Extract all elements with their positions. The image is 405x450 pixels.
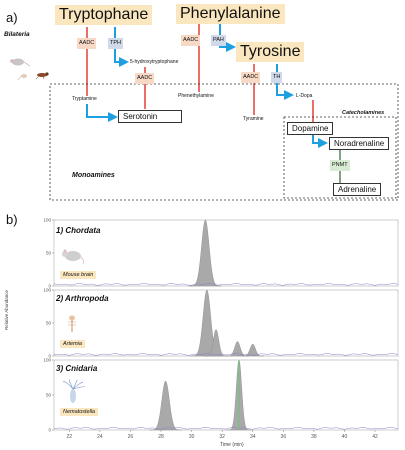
x-tick-label: 28: [158, 434, 164, 440]
chromatogram-peak: [204, 329, 228, 357]
plot-frame: [53, 359, 399, 431]
compound-tyrosine: Tyrosine: [236, 42, 305, 62]
subpanel-title-arthropoda: 2) Arthropoda: [56, 294, 109, 303]
y-tick-label: 50: [46, 251, 52, 256]
organism-label-nematostella: Nematostella: [60, 408, 99, 416]
chart-ylabel: Relative Abundance: [4, 289, 9, 330]
y-tick-label: 0: [48, 428, 51, 433]
panel-b-label: b): [6, 212, 18, 227]
x-tick-label: 32: [219, 434, 225, 440]
enzyme-aadc-tyrosine: AADC: [241, 72, 261, 83]
x-tick-label: 38: [311, 434, 317, 440]
y-tick-label: 100: [43, 358, 51, 363]
x-tick-label: 36: [281, 434, 287, 440]
x-tick-label: 42: [372, 434, 378, 440]
enzyme-pah: PAH: [211, 35, 226, 46]
enzyme-aadc-5htp: AADC: [135, 73, 155, 84]
compound-tryptophane: Tryptophane: [55, 5, 153, 25]
panel-a-label: a): [6, 10, 18, 25]
x-tick-label: 34: [250, 434, 256, 440]
compound-phenylalanine: Phenylalanine: [176, 4, 285, 24]
subpanel-title-cnidaria: 3) Cnidaria: [56, 364, 98, 373]
y-tick-label: 0: [48, 284, 51, 289]
enzyme-tph: TPH: [108, 38, 123, 49]
chromatogram-peak: [241, 343, 265, 357]
intermediate-l-dopa: L-Dopa: [296, 93, 313, 99]
baseline-trace: [53, 426, 399, 430]
x-tick-label: 26: [128, 434, 134, 440]
enzyme-th: TH: [271, 72, 283, 83]
artemia-illustration: [68, 315, 76, 332]
organism-label-mouse-brain: Mouse brain: [60, 271, 97, 279]
intermediate-tryptamine: Tryptamine: [72, 96, 97, 102]
x-tick-label: 40: [342, 434, 348, 440]
baseline-trace: [53, 353, 399, 356]
enzyme-pnmt: PNMT: [330, 160, 350, 171]
chromatogram-peak: [189, 219, 222, 287]
product-dopamine: Dopamine: [287, 122, 334, 135]
y-tick-label: 50: [46, 393, 52, 398]
y-tick-label: 0: [48, 354, 51, 359]
y-tick-label: 100: [43, 288, 51, 293]
enzyme-aadc-phenylalanine: AADC: [181, 35, 201, 46]
intermediate-5-hydroxytryptophane: 5-hydroxytryptophane: [130, 59, 179, 65]
y-tick-label: 100: [43, 218, 51, 223]
product-adrenaline: Adrenaline: [333, 183, 382, 196]
group-label-monoamines: Monoamines: [72, 172, 115, 179]
x-tick-label: 30: [189, 434, 195, 440]
group-label-bilateria: Bilateria: [4, 31, 30, 38]
organism-label-artemia: Artemia: [60, 340, 85, 348]
x-tick-label: 22: [67, 434, 73, 440]
subpanel-title-chordata: 1) Chordata: [56, 226, 101, 235]
nematostella-illustration: [62, 379, 86, 403]
group-label-catecholamines: Catecholamines: [342, 110, 385, 116]
chromatogram-peak: [149, 380, 182, 431]
y-tick-label: 50: [46, 321, 52, 326]
bilateria-animals-illustration: [10, 58, 49, 81]
x-tick-label: 24: [97, 434, 103, 440]
intermediate-tyramine: Tyramine: [243, 116, 264, 122]
product-serotonin: Serotonin: [118, 110, 182, 123]
baseline-trace: [53, 283, 399, 286]
pathway-connectors: [49, 24, 399, 201]
product-noradrenaline: Noradrenaline: [329, 137, 390, 150]
plot-frame: [53, 219, 399, 287]
chart-xlabel: Time (min): [220, 442, 244, 448]
enzyme-aadc-tryptophane: AADC: [77, 38, 97, 49]
mouse-illustration: [62, 249, 85, 265]
intermediate-phenethylamine: Phenethylamine: [178, 93, 214, 99]
